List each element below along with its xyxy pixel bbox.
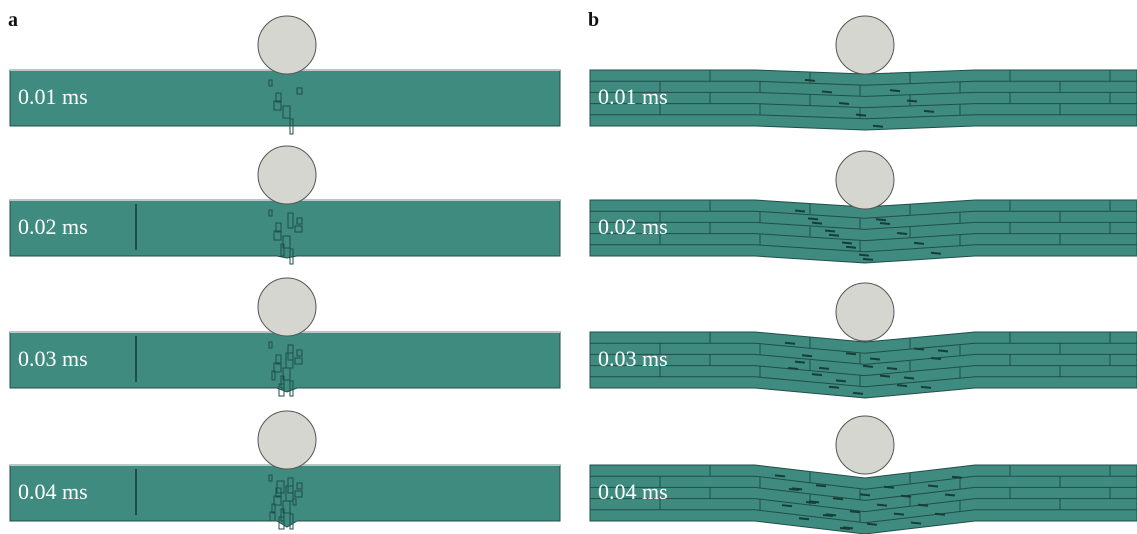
impactor	[258, 411, 316, 469]
crack	[897, 233, 907, 234]
frame: 0.01 ms	[590, 16, 1137, 130]
crack	[918, 505, 928, 506]
crack	[884, 487, 894, 488]
frame: 0.02 ms	[10, 146, 560, 264]
frame: 0.02 ms	[590, 151, 1137, 263]
crack	[911, 523, 921, 524]
crack	[859, 255, 869, 256]
beam	[10, 332, 560, 392]
crack	[894, 514, 904, 515]
time-label: 0.01 ms	[18, 84, 88, 109]
crack	[795, 362, 805, 363]
crack	[839, 103, 849, 104]
crack	[914, 243, 924, 244]
crack	[819, 368, 829, 369]
crack	[846, 247, 856, 248]
frame: 0.01 ms	[10, 16, 560, 134]
beam	[10, 200, 560, 258]
crack	[873, 126, 883, 127]
crack	[785, 343, 795, 344]
crack	[877, 505, 887, 506]
crack	[806, 502, 816, 503]
time-label: 0.03 ms	[18, 346, 88, 371]
crack	[870, 359, 880, 360]
impactor	[258, 146, 316, 204]
time-label: 0.01 ms	[598, 84, 668, 109]
crack	[863, 259, 873, 260]
crack	[825, 230, 835, 231]
crack	[935, 514, 945, 515]
frame: 0.03 ms	[10, 278, 560, 396]
crack	[802, 355, 812, 356]
time-label: 0.02 ms	[598, 214, 668, 239]
crack	[924, 111, 934, 112]
crack	[860, 494, 870, 495]
time-label: 0.04 ms	[598, 479, 668, 504]
impactor	[258, 278, 316, 336]
frame: 0.04 ms	[10, 411, 560, 529]
crack	[782, 505, 792, 506]
crack	[812, 374, 822, 375]
time-label: 0.02 ms	[18, 214, 88, 239]
crack	[842, 243, 852, 244]
crack	[928, 486, 938, 487]
beam	[590, 465, 1137, 534]
crack	[836, 380, 846, 381]
panel-label: a	[8, 9, 18, 31]
crack	[799, 518, 809, 519]
crack	[812, 223, 822, 224]
crack	[808, 218, 818, 219]
crack	[952, 477, 962, 478]
crack	[816, 485, 826, 486]
crack	[914, 349, 924, 350]
crack	[863, 366, 873, 367]
crack	[840, 528, 850, 529]
crack	[907, 100, 917, 101]
crack	[931, 358, 941, 359]
crack	[856, 115, 866, 116]
crack	[789, 489, 799, 490]
crack	[876, 219, 886, 220]
crack	[904, 377, 914, 378]
crack	[829, 235, 839, 236]
crack	[850, 511, 860, 512]
impactor	[836, 283, 894, 341]
crack	[833, 498, 843, 499]
crack	[897, 385, 907, 386]
crack	[775, 475, 785, 476]
impactor	[836, 151, 894, 209]
crack	[853, 393, 863, 394]
panel-label: b	[588, 9, 599, 31]
crack	[846, 353, 856, 354]
crack	[887, 368, 897, 369]
figure: a 0.01 ms 0.02 ms 0.03 ms 0.04 ms b 0.01 ms 0.0…	[0, 0, 1137, 534]
crack	[931, 253, 941, 254]
beam	[10, 465, 560, 527]
frame: 0.04 ms	[590, 416, 1137, 534]
crack	[867, 524, 877, 525]
impactor	[836, 16, 894, 74]
impactor	[836, 416, 894, 474]
crack	[880, 376, 890, 377]
beam	[590, 70, 1137, 130]
crack	[945, 495, 955, 496]
time-label: 0.03 ms	[598, 346, 668, 371]
crack	[921, 387, 931, 388]
crack	[795, 211, 805, 212]
crack	[788, 368, 798, 369]
crack	[805, 80, 815, 81]
crack	[823, 515, 833, 516]
impactor	[258, 16, 316, 74]
crack	[890, 90, 900, 91]
crack	[829, 387, 839, 388]
crack	[901, 496, 911, 497]
frame: 0.03 ms	[590, 283, 1137, 398]
crack	[822, 91, 832, 92]
crack	[880, 223, 890, 224]
time-label: 0.04 ms	[18, 479, 88, 504]
crack	[938, 350, 948, 351]
